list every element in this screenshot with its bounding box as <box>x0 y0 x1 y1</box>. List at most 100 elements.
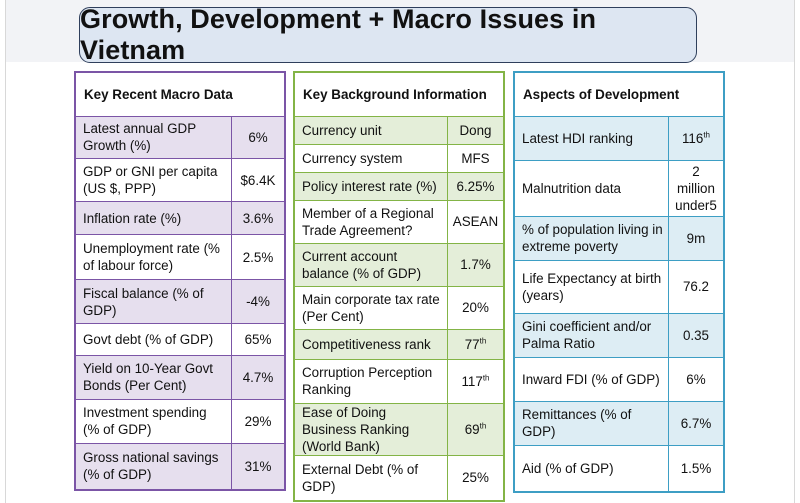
table-row: Latest annual GDP Growth (%) 6% <box>74 116 286 159</box>
row-value-text: 116 <box>681 130 704 146</box>
row-value: 4.7% <box>230 354 286 401</box>
table-row: Competitiveness rank 77th <box>293 328 505 360</box>
row-value-suffix: th <box>703 130 710 140</box>
macro-data-table: Key Recent Macro Data Latest annual GDP … <box>74 71 286 491</box>
table-row: Ease of Doing Business Ranking (World Ba… <box>293 402 505 456</box>
row-label: Main corporate tax rate (Per Cent) <box>293 285 448 330</box>
row-label: Inward FDI (% of GDP) <box>513 356 669 402</box>
row-label: Latest annual GDP Growth (%) <box>74 116 232 159</box>
row-value: $6.4K <box>230 157 286 203</box>
development-heading: Aspects of Development <box>513 71 725 117</box>
row-value: 1.5% <box>667 444 725 493</box>
row-value-text: Dong <box>459 122 492 138</box>
row-value: 65% <box>230 323 286 356</box>
row-label: Remittances (% of GDP) <box>513 400 669 446</box>
table-row: Gini coefficient and/or Palma Ratio 0.35 <box>513 312 725 358</box>
macro-data-heading: Key Recent Macro Data <box>74 71 286 118</box>
row-value: 25% <box>446 454 505 502</box>
title-box: Growth, Development + Macro Issues in Vi… <box>79 4 697 65</box>
table-row: Latest HDI ranking 116th <box>513 115 725 161</box>
row-value: 6.7% <box>667 400 725 446</box>
row-label: Investment spending (% of GDP) <box>74 399 232 444</box>
row-label: Policy interest rate (%) <box>293 171 448 201</box>
table-row: Malnutrition data 2 million under5 <box>513 159 725 217</box>
row-label: Unemployment rate (% of labour force) <box>74 233 232 281</box>
macro-data-header-row: Key Recent Macro Data <box>74 71 286 118</box>
row-value-text: 1.7% <box>460 257 491 272</box>
row-label: Govt debt (% of GDP) <box>74 323 232 356</box>
row-value-text: 117 <box>461 373 483 389</box>
table-row: Aid (% of GDP) 1.5% <box>513 444 725 493</box>
row-value-text: 77 <box>464 336 480 352</box>
development-header-row: Aspects of Development <box>513 71 725 117</box>
row-value: 117th <box>446 358 505 404</box>
row-value-text: ASEAN <box>452 214 499 229</box>
row-value-text: 9m <box>686 230 706 246</box>
table-row: Current account balance (% of GDP) 1.7% <box>293 242 505 287</box>
row-value: Dong <box>446 115 505 145</box>
table-row: Yield on 10-Year Govt Bonds (Per Cent) 4… <box>74 354 286 401</box>
background-info-heading: Key Background Information <box>293 71 505 117</box>
row-value-suffix: th <box>479 421 487 431</box>
row-label: Member of a Regional Trade Agreement? <box>293 199 448 244</box>
row-label: Aid (% of GDP) <box>513 444 669 493</box>
row-label: Malnutrition data <box>513 159 669 217</box>
row-label: GDP or GNI per capita (US $, PPP) <box>74 157 232 203</box>
table-row: Fiscal balance (% of GDP) -4% <box>74 279 286 325</box>
row-label: Inflation rate (%) <box>74 201 232 235</box>
row-value: 1.7% <box>446 242 505 287</box>
left-edge <box>0 0 6 503</box>
row-value: -4% <box>230 279 286 325</box>
table-row: Main corporate tax rate (Per Cent) 20% <box>293 285 505 330</box>
right-edge <box>794 0 800 503</box>
row-value-suffix: th <box>482 373 490 383</box>
row-label: % of population living in extreme povert… <box>513 215 669 261</box>
row-value-text: 0.35 <box>682 327 709 343</box>
table-row: Remittances (% of GDP) 6.7% <box>513 400 725 446</box>
development-table: Aspects of Development Latest HDI rankin… <box>513 71 725 493</box>
table-row: Currency system MFS <box>293 143 505 173</box>
table-row: Investment spending (% of GDP) 29% <box>74 399 286 444</box>
row-value: 29% <box>230 399 286 444</box>
table-row: Inward FDI (% of GDP) 6% <box>513 356 725 402</box>
row-label: Fiscal balance (% of GDP) <box>74 279 232 325</box>
table-row: Currency unit Dong <box>293 115 505 145</box>
table-row: GDP or GNI per capita (US $, PPP) $6.4K <box>74 157 286 203</box>
table-row: % of population living in extreme povert… <box>513 215 725 261</box>
row-value: 31% <box>230 442 286 491</box>
row-label: Gross national savings (% of GDP) <box>74 442 232 491</box>
row-value: ASEAN <box>446 199 505 244</box>
row-value-text: 69 <box>464 421 480 437</box>
background-info-header-row: Key Background Information <box>293 71 505 117</box>
row-value-suffix: th <box>479 336 487 346</box>
row-label: Currency unit <box>293 115 448 145</box>
row-label: Current account balance (% of GDP) <box>293 242 448 287</box>
row-label: Currency system <box>293 143 448 173</box>
row-value: 6.25% <box>446 171 505 201</box>
row-label: Life Expectancy at birth (years) <box>513 259 669 314</box>
table-row: Life Expectancy at birth (years) 76.2 <box>513 259 725 314</box>
row-value-text: 25% <box>462 470 489 486</box>
table-row: Member of a Regional Trade Agreement? AS… <box>293 199 505 244</box>
table-row: Corruption Perception Ranking 117th <box>293 358 505 404</box>
background-info-table: Key Background Information Currency unit… <box>293 71 505 502</box>
row-value-text: 6.7% <box>680 415 712 431</box>
row-value-text: 1.5% <box>680 460 712 476</box>
row-label: Latest HDI ranking <box>513 115 669 161</box>
row-value: MFS <box>446 143 505 173</box>
page-title: Growth, Development + Macro Issues in Vi… <box>80 4 597 65</box>
table-row: Policy interest rate (%) 6.25% <box>293 171 505 201</box>
row-value-text: 2 million under5 <box>675 163 717 213</box>
table-row: Gross national savings (% of GDP) 31% <box>74 442 286 491</box>
row-label: Gini coefficient and/or Palma Ratio <box>513 312 669 358</box>
row-value: 77th <box>446 328 505 360</box>
row-label: Corruption Perception Ranking <box>293 358 448 404</box>
row-value: 6% <box>230 116 286 159</box>
row-value: 2 million under5 <box>667 159 725 217</box>
row-value: 2.5% <box>230 233 286 281</box>
row-value: 9m <box>667 215 725 261</box>
row-value: 116th <box>667 115 725 161</box>
row-label: External Debt (% of GDP) <box>293 454 448 502</box>
row-label: Ease of Doing Business Ranking (World Ba… <box>293 402 448 456</box>
